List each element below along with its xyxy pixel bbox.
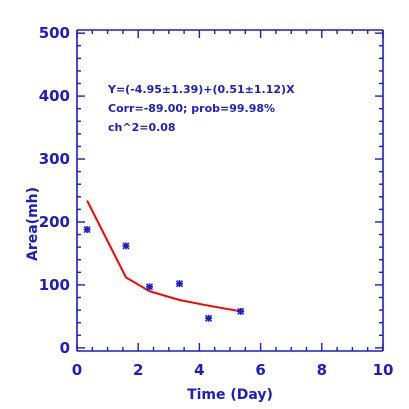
fit-line — [86, 200, 241, 313]
data-point — [237, 307, 245, 315]
y-tick-label: 100 — [39, 276, 70, 294]
data-series — [83, 200, 245, 322]
fit-chi-square: ch^2=0.08 — [108, 121, 176, 134]
x-tick-label: 6 — [255, 361, 265, 379]
axis-ticks — [76, 30, 384, 351]
y-tick-label: 400 — [39, 87, 70, 105]
data-point — [175, 280, 184, 288]
fit-annotations: Y=(-4.95±1.39)+(0.51±1.12)X Corr=-89.00;… — [107, 83, 295, 134]
y-tick-label: 500 — [39, 24, 70, 42]
x-tick-label: 0 — [72, 361, 82, 379]
fit-correlation: Corr=-89.00; prob=99.98% — [108, 102, 275, 115]
x-tick-label: 2 — [133, 361, 143, 379]
fit-equation: Y=(-4.95±1.39)+(0.51±1.12)X — [107, 83, 295, 96]
y-tick-label: 200 — [39, 213, 70, 231]
data-point — [122, 242, 130, 250]
data-point — [205, 314, 213, 322]
y-tick-label: 0 — [60, 339, 70, 357]
x-tick-label: 10 — [373, 361, 394, 379]
plot-frame — [76, 29, 384, 352]
y-axis-title: Area(mh) — [25, 187, 41, 261]
data-point — [145, 283, 154, 291]
data-point — [83, 225, 91, 234]
x-axis-title: Time (Day) — [187, 387, 273, 403]
x-tick-label: 4 — [194, 361, 204, 379]
x-tick-label: 8 — [317, 361, 327, 379]
y-tick-label: 300 — [39, 150, 70, 168]
